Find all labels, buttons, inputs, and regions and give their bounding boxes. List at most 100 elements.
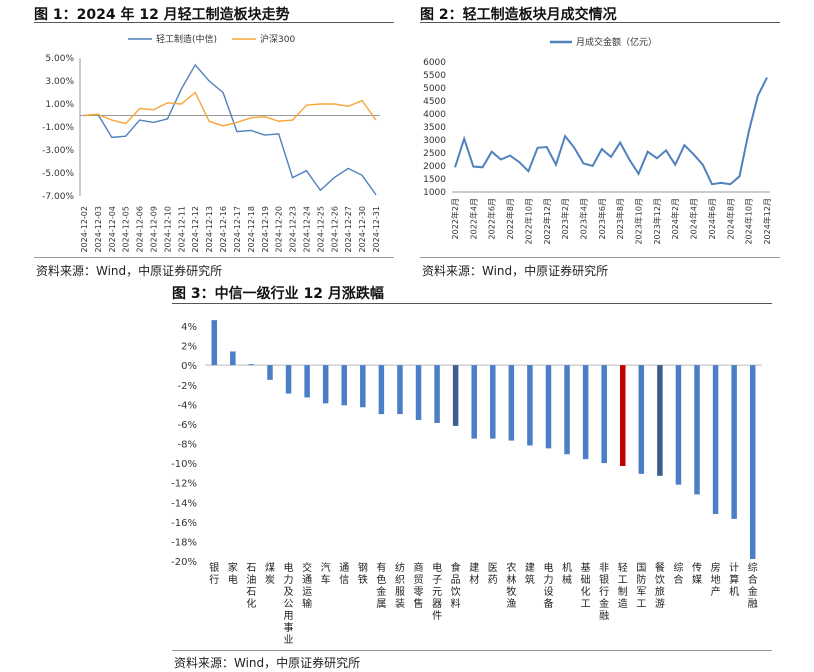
fig1-x-tick-label: 2024-12-12 (191, 206, 200, 253)
fig1-legend-label: 轻工制造(中信) (156, 33, 217, 45)
fig1-x-tick-label: 2024-12-02 (80, 206, 89, 253)
fig2-y-tick-label: 6000 (423, 58, 446, 68)
fig1-source: 资料来源：Wind，中原证券研究所 (36, 264, 223, 278)
fig1-y-tick-label: -1.00% (42, 123, 74, 133)
fig1-x-tick-label: 2024-12-09 (150, 206, 159, 253)
fig3-bar (322, 365, 329, 404)
fig3-x-tick-label: 交通运输 (302, 561, 312, 610)
fig1-x-tick-label: 2024-12-19 (261, 206, 270, 253)
fig3-x-tick-label: 机械 (562, 561, 572, 586)
fig1-legend-label: 沪深300 (260, 33, 295, 45)
fig3-x-tick-label: 电力设备 (543, 561, 553, 610)
fig1-title: 图 1：2024 年 12 月轻工制造板块走势 (34, 7, 290, 23)
fig2-x-tick-label: 2022年8月 (505, 198, 515, 239)
fig1-x-tick-label: 2024-12-20 (275, 206, 284, 253)
fig1-y-tick-label: -5.00% (42, 169, 74, 179)
fig3-x-tick-label: 食品饮料 (451, 561, 461, 610)
fig1-x-tick-label: 2024-12-03 (94, 206, 103, 253)
fig3-x-tick-label: 传媒 (692, 562, 702, 586)
fig3-bar (434, 365, 440, 423)
fig3-bar (285, 365, 292, 394)
fig3-x-tick-label: 纺织服装 (395, 561, 405, 610)
fig2-x-tick-label: 2024年8月 (725, 198, 735, 239)
fig3-bar (527, 365, 533, 446)
fig2-x-tick-label: 2024年2月 (670, 198, 680, 239)
fig1-x-tick-label: 2024-12-30 (358, 206, 367, 253)
fig1-x-tick-label: 2024-12-10 (163, 206, 172, 253)
fig1-title-rule (34, 22, 394, 23)
fig3-bar (620, 365, 626, 467)
fig2-y-tick-label: 5500 (423, 71, 446, 81)
fig2-x-tick-label: 2023年2月 (560, 198, 570, 239)
fig3-bar (490, 365, 496, 439)
fig3-y-tick-label: -10% (171, 459, 197, 470)
fig2-x-tick-label: 2024年6月 (707, 198, 717, 239)
fig3-x-tick-label: 银行 (209, 561, 219, 586)
fig3-bar (452, 365, 459, 426)
fig3-bar (694, 365, 700, 495)
fig3-x-tick-label: 商贸零售 (414, 561, 424, 610)
fig3-x-tick-label: 轻工制造 (618, 561, 628, 610)
fig2-legend-label: 月成交金额（亿元） (576, 36, 657, 48)
fig3-x-tick-label: 通信 (339, 562, 349, 586)
fig3-x-tick-label: 农林牧渔 (506, 561, 516, 610)
fig2-title: 图 2：轻工制造板块月成交情况 (420, 7, 617, 23)
fig3-x-tick-label: 石油石化 (246, 563, 256, 610)
fig3-bar (582, 365, 589, 460)
fig2-x-tick-label: 2022年10月 (523, 198, 533, 245)
fig3-x-tick-label: 计算机 (729, 561, 739, 598)
fig1-series-line-light-industry (83, 63, 377, 196)
fig3-x-tick-label: 非银行金融 (599, 562, 609, 622)
fig3-bar (712, 365, 719, 514)
fig2-y-tick-label: 4500 (423, 97, 446, 107)
fig2-x-tick-label: 2022年2月 (450, 198, 460, 239)
fig3-bar (471, 365, 477, 439)
fig2-x-tick-label: 2024年12月 (762, 198, 772, 245)
fig3-title-rule (172, 303, 772, 304)
fig2-x-tick-label: 2024年4月 (689, 198, 699, 239)
fig3-y-tick-label: -14% (171, 498, 197, 509)
fig3-bar (545, 365, 552, 449)
fig3-y-tick-label: -2% (178, 381, 197, 392)
fig3-bar (341, 365, 347, 406)
fig2-y-tick-label: 3500 (423, 123, 446, 133)
fig1-x-tick-label: 2024-12-13 (205, 206, 214, 253)
fig2-x-tick-label: 2023年12月 (652, 198, 662, 245)
fig3-y-tick-label: 4% (181, 322, 197, 333)
fig3-bar (731, 365, 737, 519)
fig2-x-tick-label: 2024年10月 (744, 198, 754, 245)
fig1-y-tick-label: -7.00% (42, 192, 74, 202)
fig1-x-tick-label: 2024-12-26 (330, 206, 339, 253)
fig3-y-tick-label: -4% (178, 400, 197, 411)
fig2-x-tick-label: 2022年6月 (487, 198, 497, 239)
fig3-bar (230, 351, 236, 366)
fig2-y-tick-label: 5000 (423, 84, 446, 94)
fig3-x-tick-label: 有色金属 (376, 561, 386, 610)
fig2-y-tick-label: 3000 (423, 136, 446, 146)
fig3-bar (415, 365, 422, 420)
fig2-x-tick-label: 2023年10月 (634, 198, 644, 245)
fig1-y-tick-label: 3.00% (45, 77, 74, 87)
fig1-x-tick-label: 2024-12-06 (136, 206, 145, 253)
fig2-source: 资料来源：Wind，中原证券研究所 (422, 264, 609, 278)
fig3-y-tick-label: 2% (181, 342, 197, 353)
fig3-bar (601, 365, 607, 464)
fig3-bar (638, 365, 645, 474)
fig1-x-tick-label: 2024-12-23 (289, 206, 298, 253)
fig2-y-tick-label: 4000 (423, 110, 446, 120)
fig3-x-tick-label: 建材 (469, 561, 479, 586)
fig3-x-tick-label: 餐饮旅游 (655, 561, 665, 610)
fig3-x-tick-label: 汽车 (321, 561, 331, 586)
fig3-y-tick-label: -20% (171, 557, 197, 568)
fig2-y-tick-label: 2000 (423, 162, 446, 172)
fig1-x-tick-label: 2024-12-25 (316, 206, 325, 253)
fig3-x-tick-label: 电力及公用事业 (284, 561, 294, 646)
fig1-x-tick-label: 2024-12-11 (177, 206, 186, 253)
fig2-series-line-turnover (454, 77, 768, 186)
fig3-source-rule (172, 650, 772, 651)
fig1-x-tick-label: 2024-12-05 (122, 206, 131, 253)
fig2-y-tick-label: 1500 (423, 175, 446, 185)
fig2-x-tick-label: 2023年4月 (578, 198, 588, 239)
